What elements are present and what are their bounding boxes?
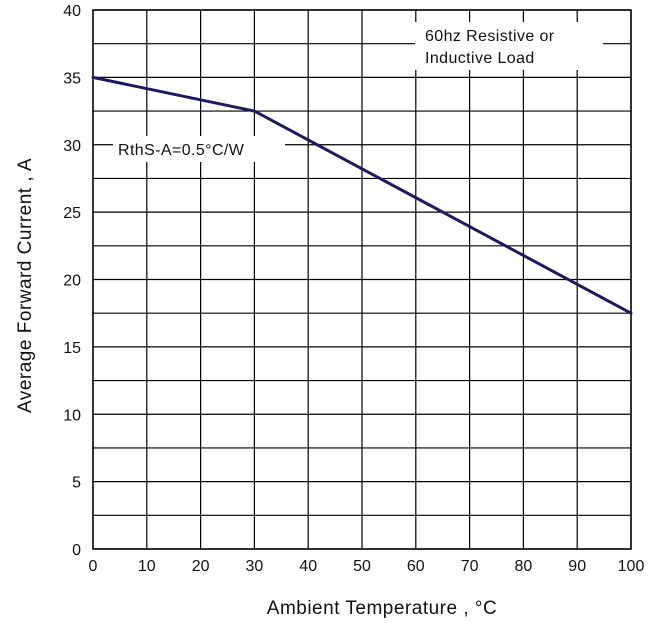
annotation-thermal-resistance: RthS-A=0.5°C/W bbox=[113, 136, 285, 162]
x-axis-title: Ambient Temperature , °C bbox=[267, 598, 497, 619]
x-tick-label: 50 bbox=[353, 558, 371, 575]
annotation-thermal-resistance-text: RthS-A=0.5°C/W bbox=[118, 142, 245, 159]
x-tick-label: 0 bbox=[89, 558, 98, 575]
annotation-load-line1: 60hz Resistive or bbox=[425, 28, 555, 45]
x-tick-label: 20 bbox=[192, 558, 210, 575]
grid bbox=[92, 9, 632, 550]
x-tick-label: 40 bbox=[299, 558, 317, 575]
y-tick-label: 10 bbox=[63, 407, 81, 424]
y-tick-label: 15 bbox=[63, 340, 81, 357]
y-tick-label: 35 bbox=[63, 70, 81, 87]
series bbox=[91, 75, 633, 315]
y-axis-title: Average Forward Current , A bbox=[15, 158, 36, 413]
data-point bbox=[252, 109, 256, 113]
y-tick-label: 0 bbox=[72, 542, 81, 559]
data-point bbox=[629, 311, 633, 315]
x-tick-label: 60 bbox=[407, 558, 425, 575]
y-tick-label: 40 bbox=[63, 3, 81, 20]
y-tick-label: 30 bbox=[63, 138, 81, 155]
axis-ticks: 0 10 20 30 40 50 60 70 80 90 100 0 5 10 15 20 25 30 35 40 bbox=[63, 3, 644, 575]
y-tick-label: 25 bbox=[63, 205, 81, 222]
annotation-load-type: 60hz Resistive or Inductive Load bbox=[415, 22, 603, 70]
x-tick-label: 10 bbox=[138, 558, 156, 575]
data-point bbox=[91, 75, 95, 79]
y-tick-label: 20 bbox=[63, 273, 81, 290]
x-tick-label: 70 bbox=[461, 558, 479, 575]
y-tick-label: 5 bbox=[72, 475, 81, 492]
x-tick-label: 100 bbox=[618, 558, 645, 575]
annotation-load-line2: Inductive Load bbox=[425, 50, 535, 67]
x-tick-label: 80 bbox=[515, 558, 533, 575]
x-tick-label: 90 bbox=[568, 558, 586, 575]
plot-frame bbox=[92, 9, 632, 550]
x-tick-label: 30 bbox=[246, 558, 264, 575]
